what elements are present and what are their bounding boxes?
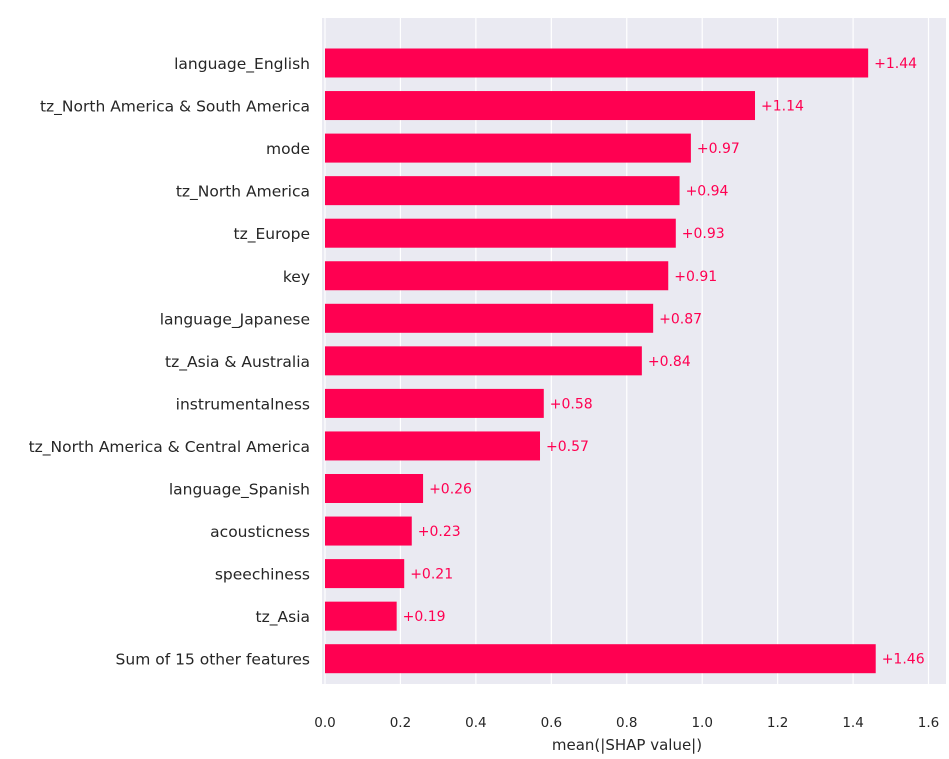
x-tick-label: 0.6 xyxy=(541,715,562,731)
value-label: +0.87 xyxy=(659,311,702,327)
value-label: +0.93 xyxy=(682,226,725,242)
value-label: +0.94 xyxy=(686,184,729,200)
category-label: Sum of 15 other features xyxy=(116,651,310,669)
category-label: tz_North America & South America xyxy=(40,98,310,117)
bar xyxy=(325,261,669,291)
bar xyxy=(325,91,756,121)
bar xyxy=(325,644,876,674)
value-labels: +1.44 +1.14 +0.97 +0.94 +0.93 +0.91 +0.87 +0.84… xyxy=(403,56,925,668)
value-label: +1.44 xyxy=(874,56,917,72)
value-label: +0.19 xyxy=(403,609,446,625)
value-label: +0.58 xyxy=(550,396,593,412)
bar xyxy=(325,303,654,333)
category-label: tz_Europe xyxy=(234,225,310,244)
bar xyxy=(325,601,397,631)
value-label: +0.23 xyxy=(418,524,461,540)
value-label: +0.26 xyxy=(429,482,472,498)
category-label: language_Spanish xyxy=(169,481,310,500)
value-label: +0.21 xyxy=(410,567,453,583)
category-label: tz_North America xyxy=(176,183,310,202)
bar xyxy=(325,133,691,163)
category-label: tz_Asia xyxy=(256,608,310,627)
category-label: speechiness xyxy=(215,566,310,584)
category-label: acousticness xyxy=(210,523,310,541)
category-label: tz_Asia & Australia xyxy=(165,353,310,372)
x-axis-title: mean(|SHAP value|) xyxy=(552,736,702,754)
bar xyxy=(325,516,412,546)
x-tick-label: 1.0 xyxy=(691,715,712,731)
category-label: language_English xyxy=(174,55,310,74)
value-label: +0.91 xyxy=(674,269,717,285)
bar xyxy=(325,176,680,206)
bar xyxy=(325,431,541,461)
x-tick-label: 0.2 xyxy=(390,715,411,731)
bar xyxy=(325,218,676,248)
x-tick-label: 1.6 xyxy=(918,715,939,731)
value-label: +1.14 xyxy=(761,99,804,115)
category-label: key xyxy=(283,268,310,286)
x-tick-label: 0.0 xyxy=(314,715,335,731)
bar xyxy=(325,388,544,418)
bars xyxy=(325,48,876,674)
bar xyxy=(325,346,642,376)
value-label: +0.84 xyxy=(648,354,691,370)
x-tick-label: 0.8 xyxy=(616,715,637,731)
category-label: language_Japanese xyxy=(160,310,310,329)
category-label: instrumentalness xyxy=(176,395,310,413)
value-label: +0.57 xyxy=(546,439,589,455)
bar xyxy=(325,48,869,78)
bar xyxy=(325,474,424,503)
category-labels: language_English tz_North America & South… xyxy=(29,55,310,669)
x-tick-label: 0.4 xyxy=(465,715,486,731)
x-tick-label: 1.4 xyxy=(842,715,863,731)
x-tick-labels: 0.0 0.2 0.4 0.6 0.8 1.0 1.2 1.4 1.6 xyxy=(314,715,939,731)
value-label: +0.97 xyxy=(697,141,740,157)
category-label: tz_North America & Central America xyxy=(29,438,310,457)
value-label: +1.46 xyxy=(882,652,925,668)
bar xyxy=(325,559,405,589)
category-label: mode xyxy=(266,140,310,158)
x-tick-label: 1.2 xyxy=(767,715,788,731)
